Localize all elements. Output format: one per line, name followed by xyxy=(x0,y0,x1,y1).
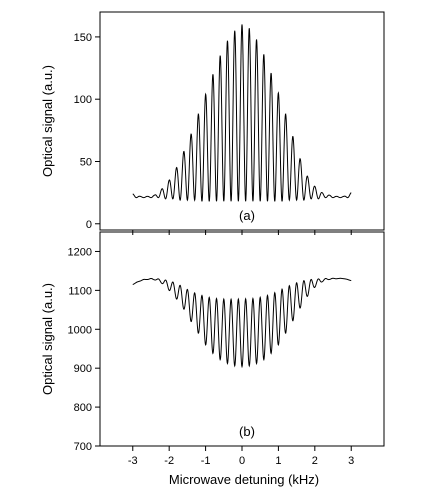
fringe-line xyxy=(132,277,352,369)
panel-a: 0 50 100 150 (a) Optical signal (a.u.) xyxy=(40,11,385,235)
x-tick-label: 2 xyxy=(312,455,318,467)
x-tick-label: 3 xyxy=(348,455,354,467)
x-tick-label: 0 xyxy=(239,455,245,467)
panel-a-y-axis-title: Optical signal (a.u.) xyxy=(40,65,55,177)
x-tick-label: -3 xyxy=(128,455,138,467)
x-tick-label: 1 xyxy=(275,455,281,467)
y-tick-label: 900 xyxy=(74,363,92,375)
y-tick-label: 1200 xyxy=(68,246,92,258)
panel-b-y-axis-title: Optical signal (a.u.) xyxy=(40,283,55,395)
x-tick-label: -2 xyxy=(164,455,174,467)
y-tick-label: 50 xyxy=(80,156,92,168)
y-tick-label: 800 xyxy=(74,402,92,414)
y-tick-label: 1100 xyxy=(68,285,92,297)
panel-b-label: (b) xyxy=(239,424,255,439)
y-tick-label: 0 xyxy=(86,219,92,231)
y-tick-label: 100 xyxy=(74,94,92,106)
panel-a-series xyxy=(132,24,352,202)
x-tick-label: -1 xyxy=(201,455,211,467)
panel-b-x-axis-title: Microwave detuning (kHz) xyxy=(169,472,319,487)
y-tick-label: 150 xyxy=(74,32,92,44)
panel-a-y-ticks: 0 50 100 150 xyxy=(74,32,100,231)
panel-b-x-ticks: -3 -2 -1 0 1 2 3 xyxy=(128,446,354,467)
fringe-line xyxy=(132,24,352,202)
y-tick-label: 700 xyxy=(74,441,92,453)
panel-b: 700 800 900 1000 1100 1200 -3 -2 -1 0 1 2 3 (b) Opt… xyxy=(40,231,385,487)
panel-b-frame xyxy=(99,231,385,447)
panel-a-label: (a) xyxy=(239,208,255,223)
y-tick-label: 1000 xyxy=(68,324,92,336)
panel-b-series xyxy=(132,277,352,369)
panel-b-y-ticks: 700 800 900 1000 1100 1200 xyxy=(68,246,100,453)
